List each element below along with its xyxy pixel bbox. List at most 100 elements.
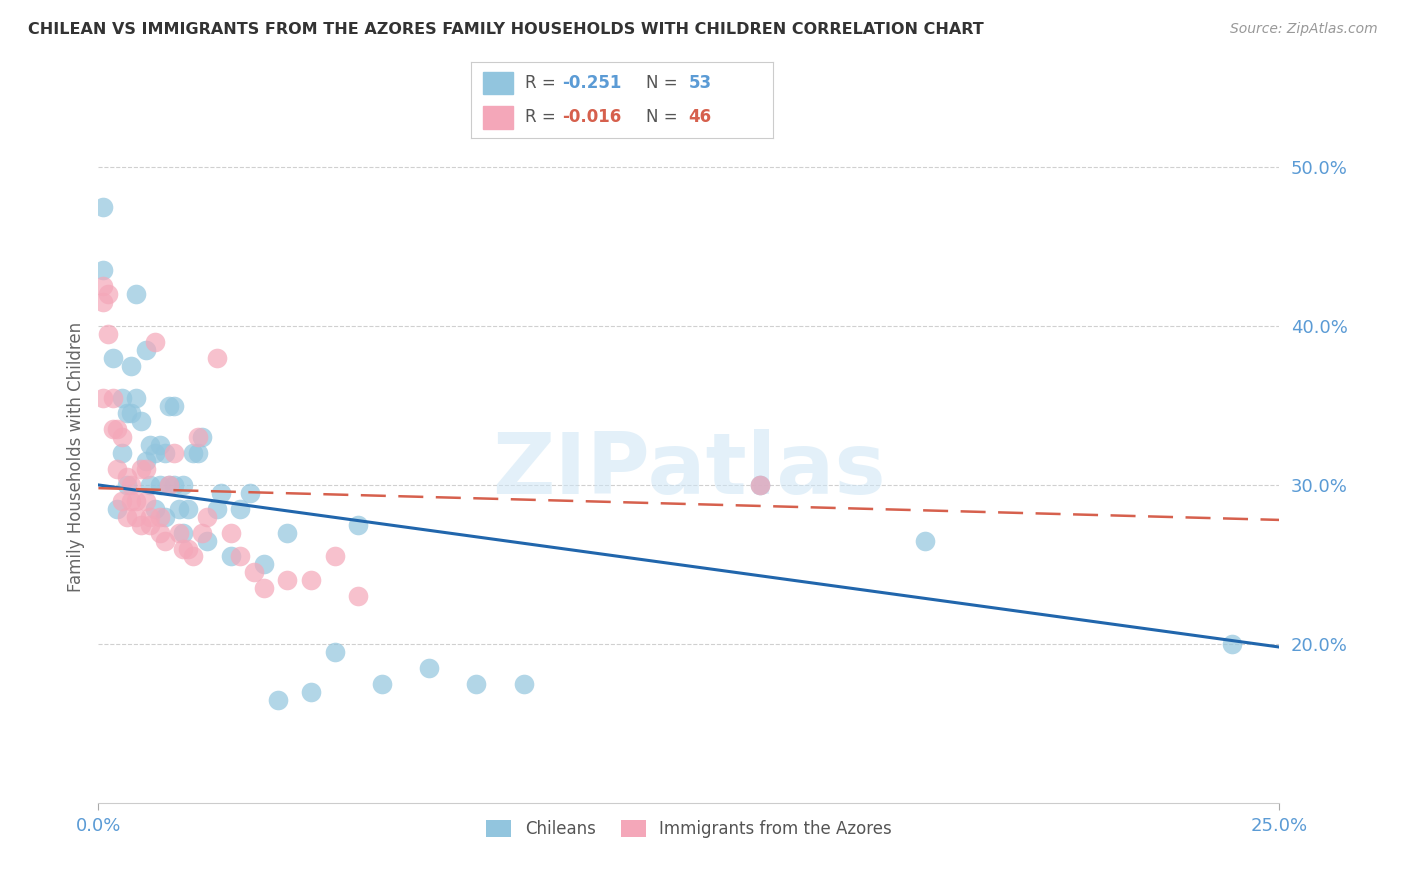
Point (135, 454, 157, 468)
Bar (484, 106, 513, 129)
Point (91, 391, 114, 405)
Point (253, 581, 276, 595)
Point (97, 326, 120, 341)
Point (91, 263, 114, 277)
Point (205, 501, 228, 516)
Text: CHILEAN VS IMMIGRANTS FROM THE AZORES FAMILY HOUSEHOLDS WITH CHILDREN CORRELATIO: CHILEAN VS IMMIGRANTS FROM THE AZORES FA… (28, 22, 984, 37)
Point (139, 438, 162, 452)
Text: 46: 46 (689, 109, 711, 127)
Point (748, 478, 770, 492)
Point (1220, 637, 1243, 651)
Point (125, 391, 148, 405)
Point (135, 493, 157, 508)
Point (177, 501, 200, 516)
Point (323, 549, 346, 564)
Point (143, 501, 166, 516)
Point (91, 200, 114, 214)
Point (239, 486, 262, 500)
Point (157, 399, 180, 413)
Point (91, 279, 114, 293)
Point (143, 446, 166, 460)
Point (111, 493, 134, 508)
Point (163, 399, 186, 413)
Point (139, 478, 162, 492)
Point (187, 430, 209, 444)
Point (177, 541, 200, 556)
Point (125, 493, 148, 508)
Point (139, 509, 162, 524)
Text: -0.016: -0.016 (562, 109, 621, 127)
Point (209, 486, 232, 500)
Point (299, 574, 322, 588)
Point (299, 684, 322, 698)
Point (229, 549, 252, 564)
Point (115, 407, 138, 421)
Point (347, 589, 370, 603)
Point (157, 478, 180, 492)
Point (105, 501, 128, 516)
Point (129, 414, 152, 428)
Point (205, 351, 228, 365)
Point (371, 676, 394, 690)
Text: -0.251: -0.251 (562, 74, 621, 92)
Point (323, 645, 346, 659)
Point (121, 478, 143, 492)
Point (135, 462, 157, 476)
Point (229, 501, 252, 516)
Point (163, 446, 186, 460)
Text: N =: N = (647, 74, 683, 92)
Point (191, 430, 214, 444)
Point (121, 493, 143, 508)
Point (512, 676, 534, 690)
Point (219, 525, 242, 540)
Point (101, 351, 124, 365)
Point (97, 287, 120, 301)
Point (748, 478, 770, 492)
Point (121, 359, 143, 373)
Legend: Chileans, Immigrants from the Azores: Chileans, Immigrants from the Azores (478, 812, 900, 847)
Point (125, 509, 148, 524)
Point (153, 533, 176, 548)
Point (157, 478, 180, 492)
Point (187, 446, 209, 460)
Point (181, 549, 204, 564)
Point (101, 422, 124, 436)
Point (153, 509, 176, 524)
Point (253, 558, 276, 572)
Point (276, 574, 298, 588)
Point (167, 501, 190, 516)
Point (143, 334, 166, 349)
Text: ZIPatlas: ZIPatlas (492, 429, 886, 513)
Point (914, 533, 936, 548)
Point (125, 287, 148, 301)
Point (101, 391, 124, 405)
Point (111, 391, 134, 405)
Point (195, 509, 218, 524)
Text: 53: 53 (689, 74, 711, 92)
Text: Source: ZipAtlas.com: Source: ZipAtlas.com (1230, 22, 1378, 37)
Point (347, 517, 370, 532)
Point (139, 517, 162, 532)
Point (115, 509, 138, 524)
Point (105, 462, 128, 476)
Point (91, 295, 114, 310)
Point (135, 343, 157, 357)
Point (111, 446, 134, 460)
Point (111, 430, 134, 444)
Point (172, 525, 194, 540)
Point (243, 566, 266, 580)
Bar (484, 71, 513, 95)
Text: N =: N = (647, 109, 683, 127)
Point (129, 517, 152, 532)
Point (149, 525, 172, 540)
Y-axis label: Family Households with Children: Family Households with Children (66, 322, 84, 592)
Point (149, 478, 172, 492)
Point (181, 446, 204, 460)
Point (149, 438, 172, 452)
Point (276, 525, 298, 540)
Point (115, 470, 138, 484)
Point (115, 478, 138, 492)
Point (149, 509, 172, 524)
Text: R =: R = (526, 109, 561, 127)
Point (195, 533, 218, 548)
